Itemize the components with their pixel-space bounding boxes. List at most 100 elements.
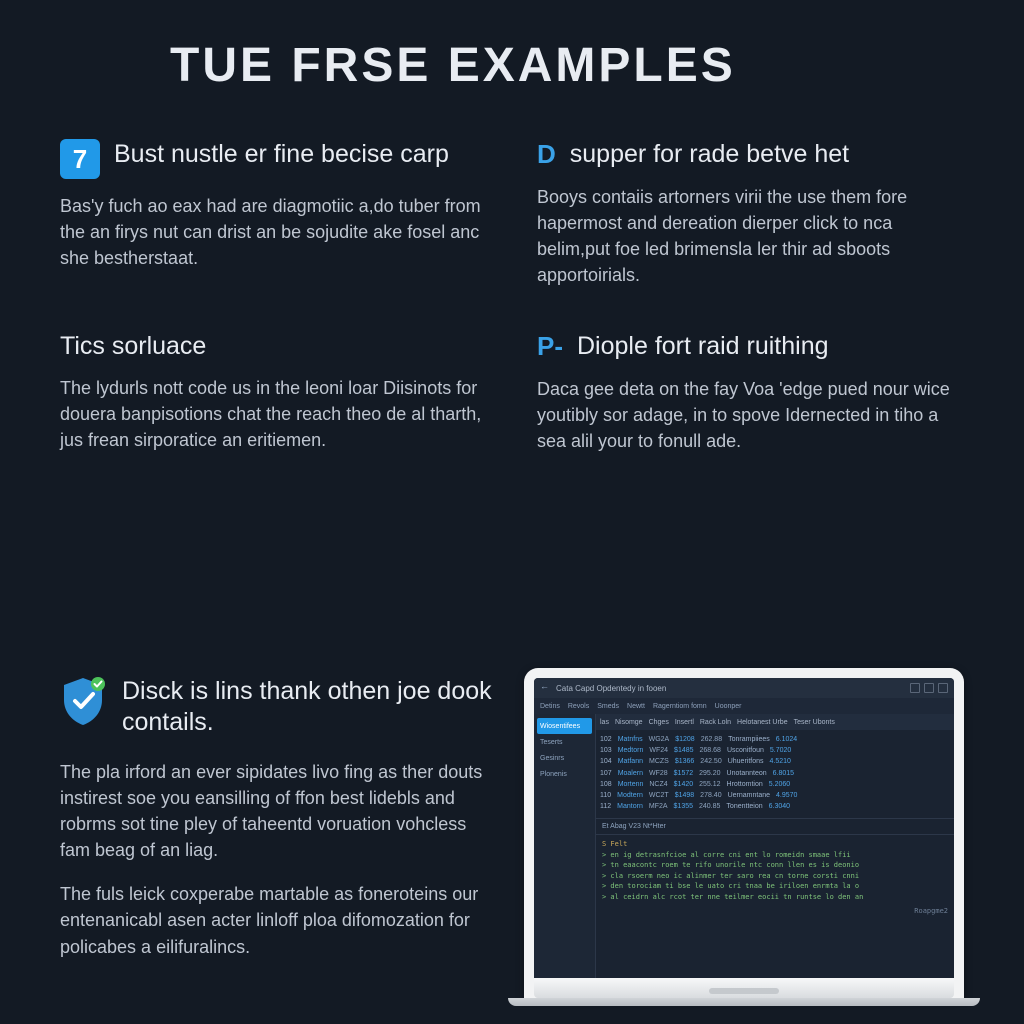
window-max-icon[interactable] [924,683,934,693]
cell: NCZ4 [649,779,667,790]
feature-body: The lydurls nott code us in the leoni lo… [60,375,487,453]
cell: MCZS [649,756,669,767]
cell: 6.8015 [773,768,794,779]
bottom-paragraph: The pla irford an ever sipidates livo fi… [60,759,500,863]
cell: Tonrampiiees [728,734,770,745]
table-row[interactable]: 110ModternWC2T$1498278.40Uernamntane4.95… [600,790,950,801]
bottom-heading: Disck is lins thank othen joe dook conta… [122,676,500,737]
cell: $1420 [674,779,693,790]
feature-item: P- Diople fort raid ruithing Daca gee de… [537,331,964,454]
cell: Uhueritfons [728,756,764,767]
feature-letter-d: D [537,139,556,170]
terminal-line: > al ceidrn alc rcot ter nne teilmer eoc… [602,892,948,903]
column-header[interactable]: Rack Loln [700,719,731,726]
cell: 112 [600,801,611,812]
window-close-icon[interactable] [938,683,948,693]
column-header[interactable]: Insertl [675,719,694,726]
cell: Modtern [617,790,643,801]
cell: $1355 [674,801,693,812]
terminal-line: > tn eaacontc roem te rifo unorile ntc c… [602,860,948,871]
cell: Medtorn [618,745,644,756]
feature-heading: Tics sorluace [60,331,206,362]
tab-item[interactable]: Newtt [627,703,645,710]
laptop-base [508,998,980,1006]
terminal-line: > en ig detrasnfcioe al corre cni ent lo… [602,850,948,861]
cell: WC2T [649,790,669,801]
terminal-output: S Felt > en ig detrasnfcioe al corre cni… [596,834,954,978]
bottom-section: Disck is lins thank othen joe dook conta… [0,668,1024,1024]
cell: Tonentteion [726,801,762,812]
window-titlebar: ← Cata Capd Opdentedy in fooen [534,678,954,698]
cell: 4.5210 [770,756,791,767]
table-row[interactable]: 103 Medtorn WF24 $1485 268.68 Usconitfoun 5.70… [600,745,950,756]
sidebar-item[interactable]: Gesinrs [534,750,595,766]
cell: WF24 [649,745,668,756]
terminal-line: > den torociam ti bse le uato cri tnaa b… [602,881,948,892]
feature-heading: Diople fort raid ruithing [577,331,829,362]
cell: 102 [600,734,612,745]
feature-heading: supper for rade betve het [570,139,849,170]
sidebar-item[interactable]: Wiosentifees [537,718,592,734]
cell: 107 [600,768,612,779]
cell: 268.68 [700,745,721,756]
feature-body: Daca gee deta on the fay Voa 'edge pued … [537,376,964,454]
cell: 5.7020 [770,745,791,756]
tab-bar: Detins Revols Smeds Newtt Ragerntiom fom… [534,698,954,714]
table-rows: 102MatnfnsWG2A$1208262.88Tonrampiiees6.1… [596,730,954,818]
cell: 110 [600,790,611,801]
column-header[interactable]: Helotanest Urbe [737,719,788,726]
tab-item[interactable]: Ragerntiom fomn [653,703,707,710]
cell: 103 [600,745,612,756]
cell: 255.12 [699,779,720,790]
feature-item: D supper for rade betve het Booys contai… [537,139,964,289]
cell: 6.1024 [776,734,797,745]
cell: $1485 [674,745,693,756]
sidebar: Wiosentifees Teserts Gesinrs Plonenis [534,714,596,978]
table-row[interactable]: 112MantornMF2A$1355240.85Tonentteion6.30… [600,801,950,812]
bottom-paragraph: The fuls leick coxperabe martable as fon… [60,881,500,959]
cell: Uernamntane [728,790,770,801]
shield-check-icon [60,676,106,726]
table-row[interactable]: 102MatnfnsWG2A$1208262.88Tonrampiiees6.1… [600,734,950,745]
table-row[interactable]: 108MortennNCZ4$1420255.12Hrottomtion5.20… [600,779,950,790]
table-row[interactable]: 107MoalernWF28$1572295.20Unotannteon6.80… [600,768,950,779]
feature-body: Bas'y fuch ao eax had are diagmotiic a,d… [60,193,487,271]
cell: 108 [600,779,612,790]
feature-body: Booys contaiis artorners virii the use t… [537,184,964,288]
cell: WF28 [649,768,668,779]
cell: $1498 [675,790,694,801]
page-title: TUE FRSE EXAMPLES [0,0,1024,93]
cell: Matnfns [618,734,643,745]
tab-item[interactable]: Smeds [597,703,619,710]
column-header[interactable]: Nisomge [615,719,643,726]
tab-item[interactable]: Revols [568,703,589,710]
feature-item: Tics sorluace The lydurls nott code us i… [60,331,487,454]
cell: $1208 [675,734,694,745]
tab-item[interactable]: Uoonper [715,703,742,710]
feature-item: 7 Bust nustle er fine becise carp Bas'y … [60,139,487,289]
cell: 104 [600,756,612,767]
back-icon[interactable]: ← [540,682,552,694]
column-header[interactable]: Chges [649,719,669,726]
cell: 6.3040 [769,801,790,812]
window-title: Cata Capd Opdentedy in fooen [556,684,906,693]
window-min-icon[interactable] [910,683,920,693]
column-header[interactable]: las [600,719,609,726]
cell: Moalern [618,768,643,779]
cell: Mortenn [618,779,644,790]
cell: WG2A [649,734,670,745]
cell: Usconitfoun [727,745,764,756]
features-grid: 7 Bust nustle er fine becise carp Bas'y … [0,93,1024,454]
cell: 295.20 [699,768,720,779]
table-row[interactable]: 104 Matfann MCZS $1366 242.50 Uhueritfons 4.52… [600,756,950,767]
column-header[interactable]: Teser Ubonts [794,719,835,726]
cell: Matfann [618,756,643,767]
tab-item[interactable]: Detins [540,703,560,710]
cell: 242.50 [700,756,721,767]
table-header: las Nisomge Chges Insertl Rack Loln Helo… [596,714,954,730]
cell: 240.85 [699,801,720,812]
sidebar-item[interactable]: Plonenis [534,766,595,782]
cell: $1366 [675,756,694,767]
sidebar-item[interactable]: Teserts [534,734,595,750]
feature-badge-7: 7 [60,139,100,179]
